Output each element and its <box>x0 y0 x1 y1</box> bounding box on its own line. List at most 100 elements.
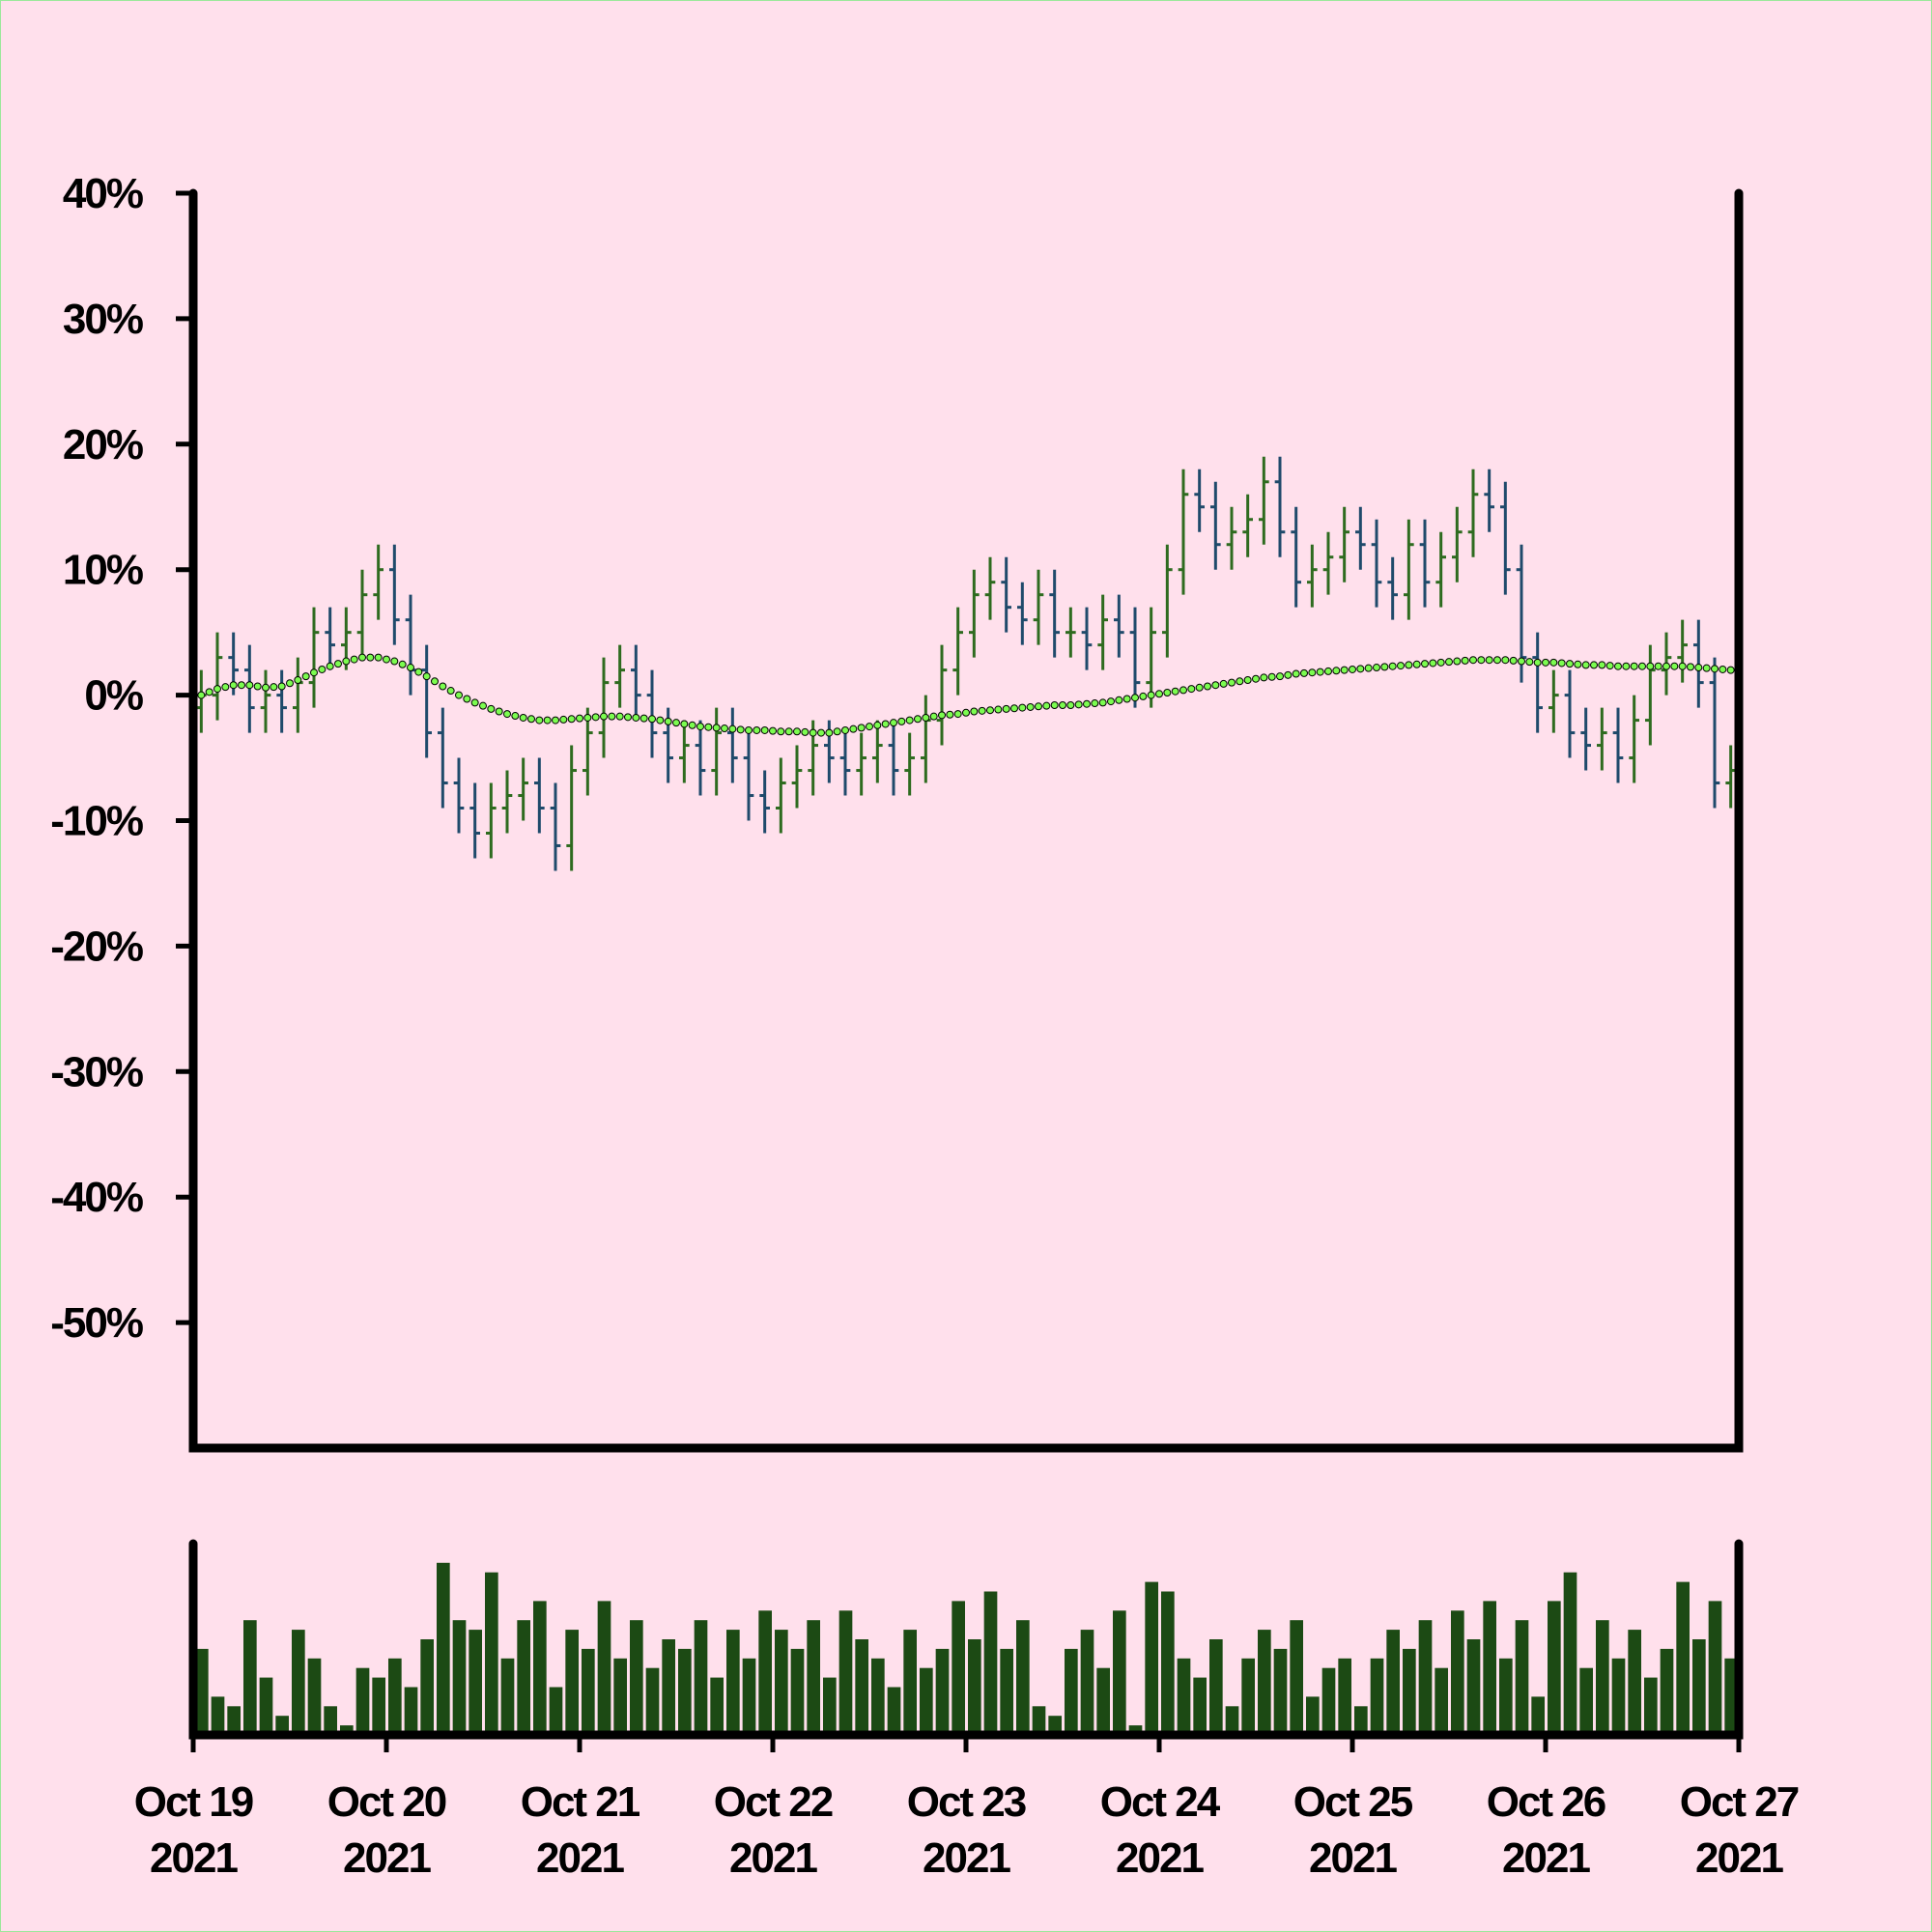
ma-point <box>1098 698 1107 707</box>
ma-point <box>431 677 439 686</box>
volume-bar <box>1273 1648 1288 1735</box>
ma-point <box>543 716 552 724</box>
x-tick-label: Oct 22 2021 <box>714 1778 833 1882</box>
ma-point <box>1719 665 1727 673</box>
volume-bar <box>1628 1630 1641 1735</box>
ma-point <box>1163 689 1172 697</box>
ma-point <box>953 710 962 719</box>
ma-point <box>648 715 656 724</box>
ma-point <box>978 706 986 715</box>
ma-point <box>446 687 455 696</box>
ma-point <box>1630 662 1638 670</box>
volume-bars <box>195 1562 1738 1735</box>
ma-point <box>672 719 680 727</box>
volume-bar <box>1515 1620 1529 1735</box>
ma-point <box>696 723 704 731</box>
ma-point <box>277 682 286 691</box>
volume-bar <box>275 1716 289 1735</box>
volume-bar <box>1660 1648 1674 1735</box>
volume-bar <box>710 1677 724 1735</box>
ma-point <box>857 724 866 732</box>
ma-point <box>1598 661 1606 669</box>
ma-point <box>1566 660 1574 668</box>
ma-point <box>358 653 366 662</box>
ma-point <box>1412 660 1421 668</box>
ma-point <box>422 672 431 681</box>
ma-point <box>1316 668 1324 676</box>
ma-point <box>1147 691 1155 699</box>
volume-bar <box>1451 1610 1464 1735</box>
ma-point <box>793 727 801 736</box>
volume-bar <box>355 1667 370 1735</box>
volume-bar <box>452 1620 467 1735</box>
ma-point <box>962 708 970 717</box>
ma-point <box>407 664 414 672</box>
ma-point <box>1276 672 1284 681</box>
ma-point <box>833 727 841 736</box>
volume-bar <box>1499 1658 1513 1735</box>
ma-point <box>1469 656 1477 665</box>
volume-bar <box>372 1677 385 1735</box>
volume-bar <box>1128 1725 1143 1735</box>
volume-bar <box>1000 1648 1013 1735</box>
y-tick-label: 30% <box>63 296 143 343</box>
ma-point <box>905 716 914 724</box>
ma-point <box>1091 699 1099 708</box>
volume-bar <box>968 1639 981 1735</box>
x-tick-label: Oct 19 2021 <box>134 1778 253 1882</box>
y-tick-label: -30% <box>50 1048 143 1095</box>
ma-point <box>1388 662 1397 670</box>
ma-point <box>310 668 318 677</box>
ma-point <box>253 682 262 691</box>
ma-point <box>1622 662 1631 670</box>
ma-point <box>1187 685 1196 694</box>
ma-point <box>1581 661 1590 669</box>
volume-bar <box>1209 1639 1223 1735</box>
volume-bar <box>1193 1677 1207 1735</box>
volume-bar <box>742 1658 756 1735</box>
volume-bar <box>758 1610 772 1735</box>
volume-bar <box>469 1630 482 1735</box>
volume-bar <box>1225 1706 1239 1735</box>
ohlc-bars <box>196 456 1736 871</box>
ma-point <box>929 712 938 721</box>
ma-point <box>1219 679 1228 688</box>
ma-point <box>1670 662 1679 670</box>
ma-point <box>350 655 358 664</box>
volume-bar <box>292 1630 305 1735</box>
moving-average <box>197 653 1735 737</box>
ma-point <box>1525 658 1534 667</box>
volume-bar <box>630 1620 643 1735</box>
ma-point <box>1340 666 1349 674</box>
ma-point <box>503 710 511 719</box>
ma-point <box>1373 664 1380 672</box>
ma-point <box>1549 658 1558 667</box>
ma-point <box>784 727 793 736</box>
volume-bar <box>324 1706 337 1735</box>
volume-bar <box>1241 1658 1255 1735</box>
ma-point <box>1171 687 1179 696</box>
volume-bar <box>1032 1706 1046 1735</box>
volume-bar <box>1290 1620 1303 1735</box>
ma-point <box>1711 665 1719 673</box>
volume-bar <box>340 1725 354 1735</box>
volume-bar <box>871 1658 885 1735</box>
ma-point <box>1590 661 1598 669</box>
ma-point <box>1195 683 1204 692</box>
volume-bar <box>1466 1639 1481 1735</box>
ma-point <box>632 713 640 722</box>
ma-point <box>519 713 527 722</box>
ma-point <box>1436 658 1445 667</box>
ma-point <box>1356 665 1365 673</box>
ma-point <box>1050 700 1059 709</box>
ma-point <box>615 712 624 721</box>
ma-point <box>1018 703 1027 712</box>
ma-point <box>1122 695 1131 703</box>
volume-bar <box>1579 1667 1593 1735</box>
ma-point <box>1083 699 1091 708</box>
x-tick-label: Oct 20 2021 <box>327 1778 446 1882</box>
ma-point <box>1252 674 1260 683</box>
ma-point <box>1059 700 1066 709</box>
ma-point <box>1364 664 1373 672</box>
ma-point <box>881 720 890 728</box>
